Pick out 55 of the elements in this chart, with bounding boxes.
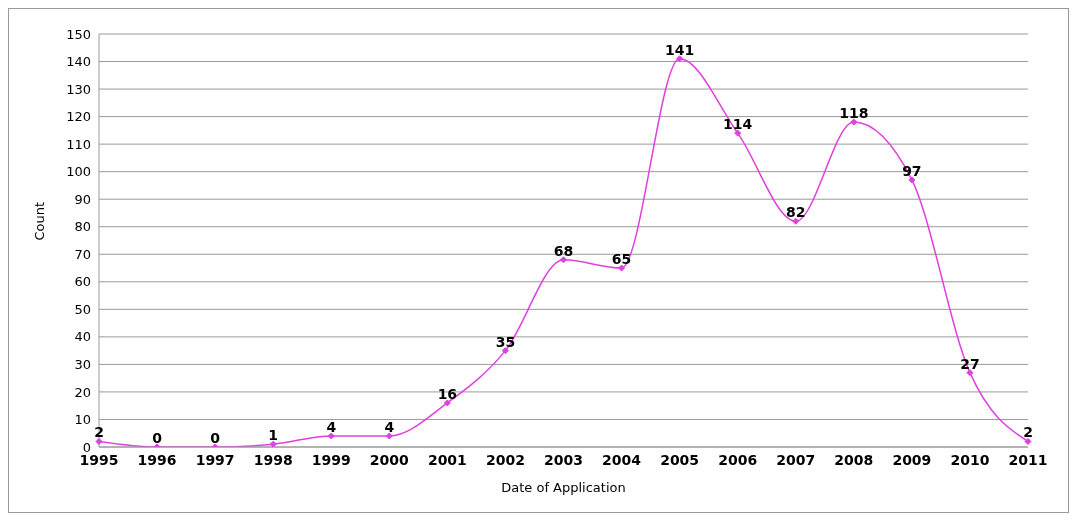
x-tick-label: 2000 <box>369 451 410 468</box>
x-tick-label: 2011 <box>1008 451 1048 468</box>
data-label: 82 <box>786 204 806 221</box>
x-tick-label: 2002 <box>485 451 525 468</box>
x-tick-label: 2001 <box>427 451 467 468</box>
point <box>443 399 451 407</box>
data-label: 16 <box>437 385 458 402</box>
y-tick-label: 130 <box>66 81 91 97</box>
y-tick-label: 40 <box>74 329 91 345</box>
point <box>792 217 800 225</box>
y-tick-label: 80 <box>74 219 91 235</box>
y-tick-label: 90 <box>74 191 91 207</box>
point <box>560 256 567 264</box>
y-tick-label: 10 <box>74 412 91 428</box>
point <box>385 432 393 440</box>
data-label: 4 <box>326 418 337 435</box>
x-tick-label: 2003 <box>544 451 583 468</box>
y-tick-label: 150 <box>66 26 91 42</box>
point <box>95 437 103 445</box>
x-tick-label: 1996 <box>137 451 177 468</box>
data-label: 118 <box>839 105 869 122</box>
data-label: 68 <box>553 242 574 259</box>
y-tick-label: 140 <box>66 54 91 70</box>
x-tick-label: 1998 <box>253 451 293 468</box>
y-tick-label: 50 <box>74 301 91 317</box>
y-tick-label: 120 <box>66 109 91 125</box>
point <box>269 440 277 447</box>
x-tick-label: 2010 <box>950 451 990 468</box>
data-label: 1 <box>268 427 279 444</box>
x-tick-label: 2009 <box>892 451 932 468</box>
x-tick-label: 2008 <box>834 451 874 468</box>
data-label: 0 <box>152 430 163 446</box>
x-tick-label: 1999 <box>311 451 351 468</box>
x-tick-label: 2004 <box>602 451 642 468</box>
x-axis-title: Date of Application <box>501 480 626 495</box>
y-tick-label: 100 <box>66 164 91 180</box>
point <box>850 118 858 126</box>
point <box>327 432 335 440</box>
data-label: 0 <box>210 430 221 446</box>
y-tick-label: 60 <box>74 274 91 290</box>
x-tick-label: 2005 <box>660 451 700 468</box>
data-label: 2 <box>94 424 104 441</box>
data-label: 4 <box>384 418 395 435</box>
y-axis-title: Count <box>31 201 47 241</box>
data-label: 2 <box>1023 424 1033 441</box>
y-tick-label: 110 <box>66 136 91 152</box>
y-tick-label: 70 <box>74 246 91 262</box>
point <box>1024 437 1032 445</box>
y-tick-label: 20 <box>74 384 91 400</box>
point <box>676 55 684 63</box>
y-tick-label: 30 <box>74 357 91 373</box>
x-tick-label: 2006 <box>718 451 758 468</box>
x-tick-label: 1997 <box>195 451 235 468</box>
data-label: 141 <box>665 41 695 58</box>
x-tick-label: 2007 <box>776 451 816 468</box>
